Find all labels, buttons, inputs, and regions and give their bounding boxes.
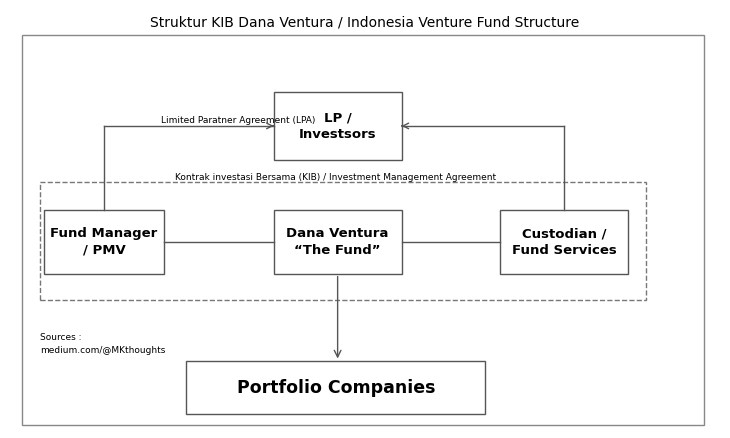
Bar — [44, 210, 164, 274]
Bar — [186, 361, 485, 414]
Text: Sources :
medium.com/@MKthoughts: Sources : medium.com/@MKthoughts — [40, 333, 166, 355]
Text: LP /
Investsors: LP / Investsors — [299, 111, 377, 141]
Text: Limited Paratner Agreement (LPA): Limited Paratner Agreement (LPA) — [161, 116, 315, 125]
Bar — [274, 92, 402, 160]
Text: Custodian /
Fund Services: Custodian / Fund Services — [512, 227, 616, 257]
Text: Kontrak investasi Bersama (KIB) / Investment Management Agreement: Kontrak investasi Bersama (KIB) / Invest… — [175, 173, 496, 182]
Text: Struktur KIB Dana Ventura / Indonesia Venture Fund Structure: Struktur KIB Dana Ventura / Indonesia Ve… — [150, 15, 580, 29]
Text: Fund Manager
/ PMV: Fund Manager / PMV — [50, 227, 158, 257]
Text: Dana Ventura
“The Fund”: Dana Ventura “The Fund” — [286, 227, 389, 257]
Bar — [274, 210, 402, 274]
Bar — [40, 182, 646, 300]
Bar — [500, 210, 628, 274]
Bar — [22, 35, 704, 425]
Text: Portfolio Companies: Portfolio Companies — [237, 378, 435, 397]
